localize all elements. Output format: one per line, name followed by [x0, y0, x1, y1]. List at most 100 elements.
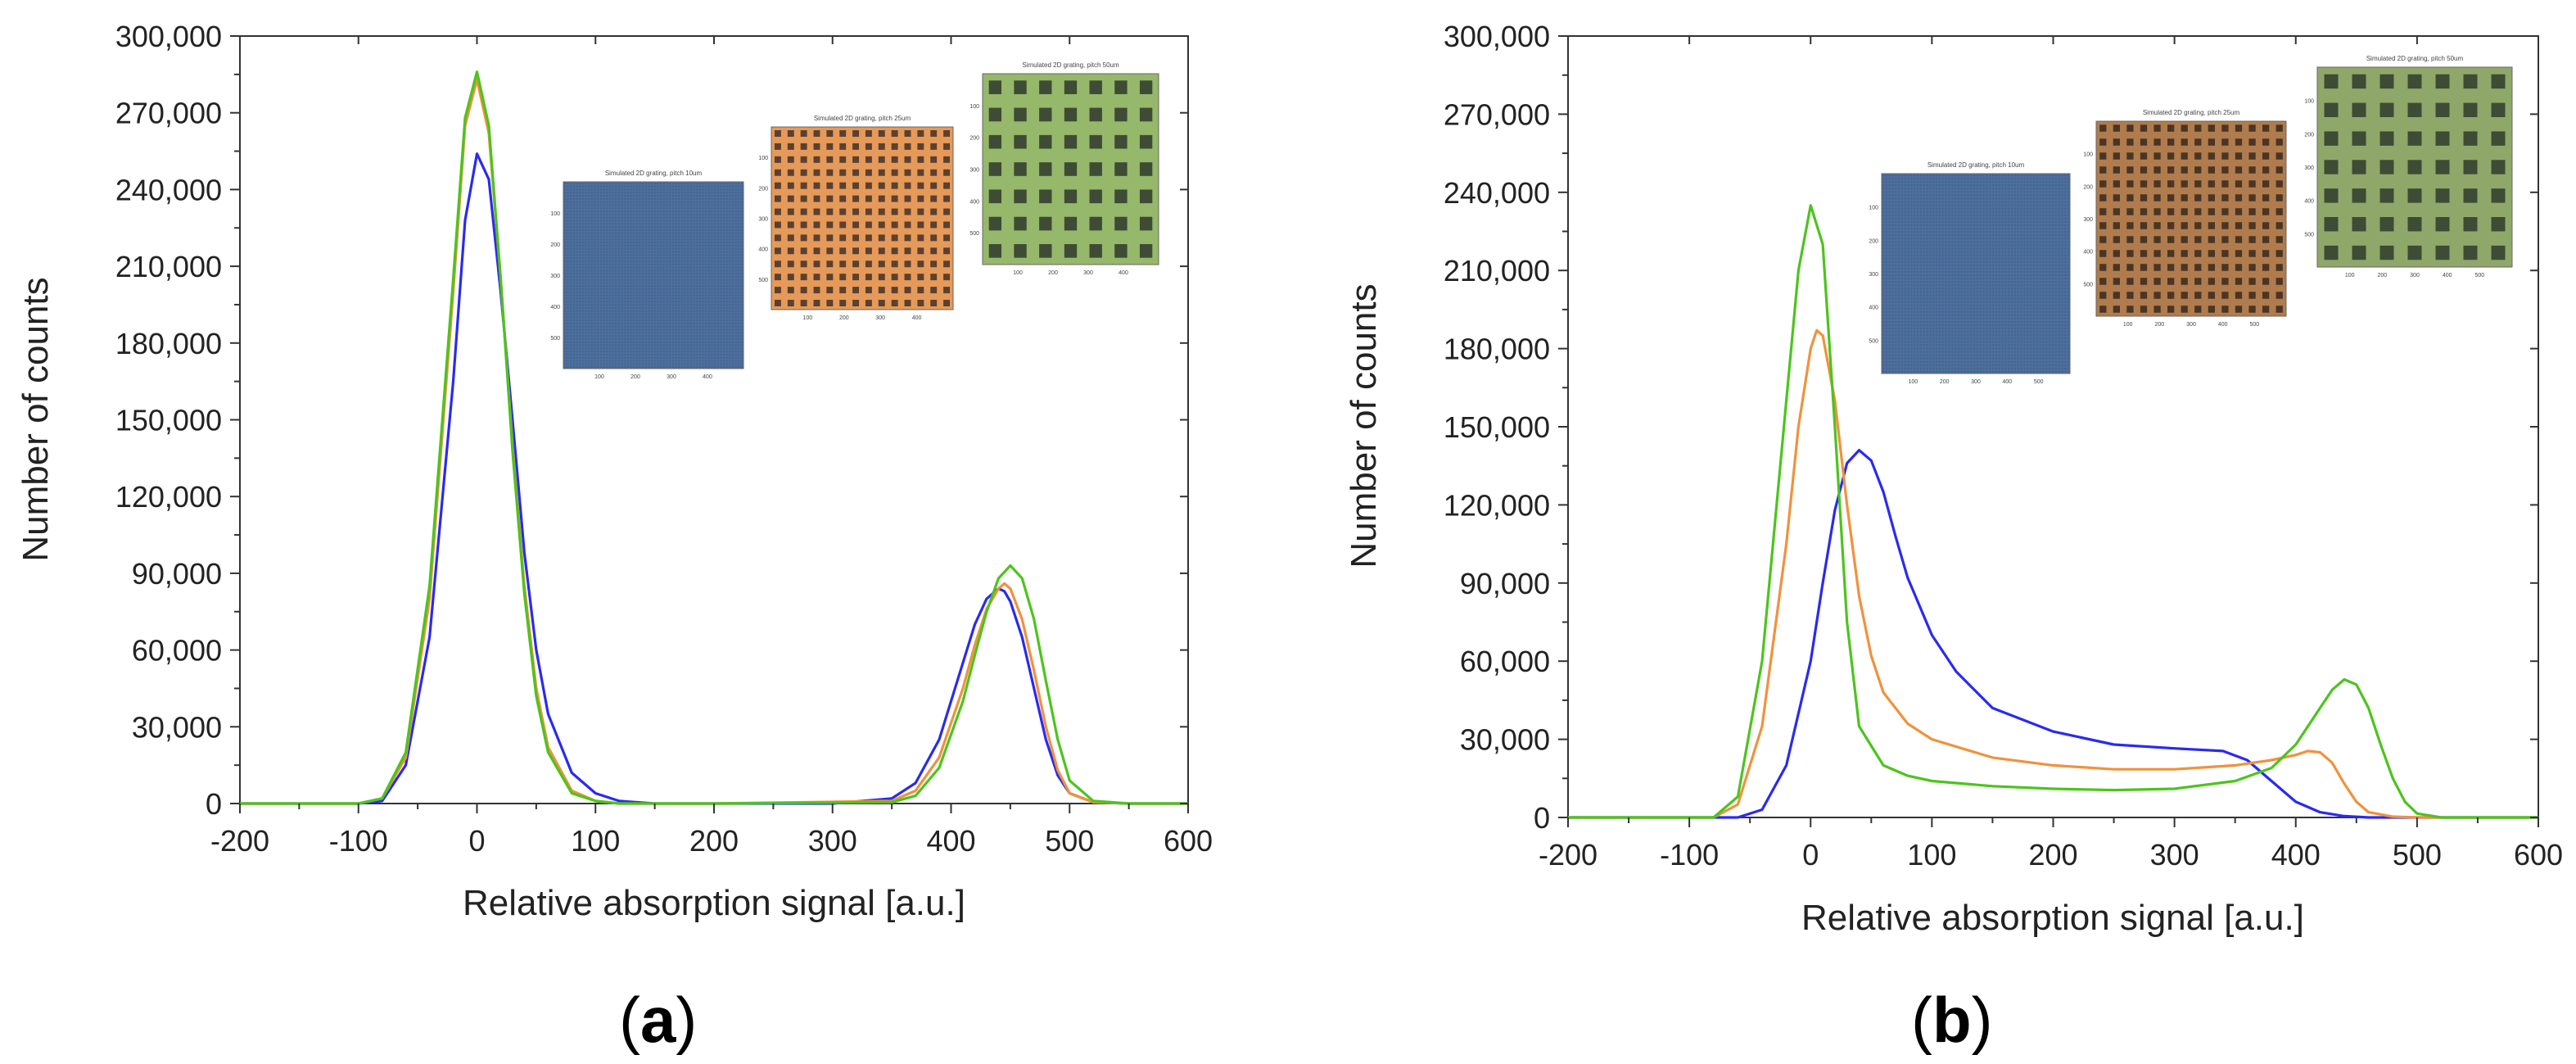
inset-tick-label: 200 — [1940, 379, 1950, 385]
y-axis: 0 30,000 60,000 90,000 120,000 150,000 180,000… — [115, 20, 1188, 821]
inset-title: Simulated 2D grating, pitch 25um — [2143, 109, 2240, 116]
y-tick-label: 60,000 — [1460, 645, 1550, 678]
inset-tick-label: 300 — [1083, 270, 1093, 276]
inset-title: Simulated 2D grating, pitch 10um — [605, 170, 703, 177]
x-tick-label: -100 — [1660, 838, 1719, 872]
inset-grating-2: Simulated 2D grating, pitch 25um 100 200 30… — [2083, 109, 2287, 328]
inset-pattern — [774, 129, 951, 307]
inset-tick-label: 100 — [803, 315, 813, 321]
inset-tick-label: 400 — [1119, 270, 1128, 276]
inset-tick-label: 200 — [969, 136, 979, 142]
inset-tick-label: 300 — [1869, 272, 1878, 278]
inset-pattern — [1882, 174, 2070, 373]
inset-pattern — [988, 80, 1153, 258]
y-tick-label: 0 — [1534, 801, 1550, 835]
inset-tick-label: 100 — [2304, 99, 2314, 105]
inset-tick-label: 500 — [550, 336, 560, 342]
x-tick-label: -200 — [210, 824, 269, 858]
inset-tick-label: 100 — [2345, 273, 2355, 278]
inset-tick-label: 500 — [2083, 282, 2093, 288]
inset-tick-label: 300 — [875, 315, 885, 321]
inset-grating-3: Simulated 2D grating, pitch 50um 100 200 30… — [969, 61, 1159, 276]
inset-tick-label: 500 — [2034, 379, 2044, 385]
x-tick-label: 200 — [2028, 838, 2077, 872]
x-tick-label: 100 — [1907, 838, 1956, 872]
inset-tick-label: 400 — [2304, 199, 2314, 205]
inset-tick-label: 100 — [758, 156, 768, 161]
y-tick-label: 30,000 — [1460, 723, 1550, 757]
series-line-pitch-50um — [240, 70, 1188, 805]
inset-tick-label: 200 — [1869, 238, 1878, 244]
inset-tick-label: 400 — [2218, 322, 2228, 328]
y-tick-label: 210,000 — [1444, 254, 1550, 288]
y-tick-label: 150,000 — [1444, 410, 1550, 444]
chart-panel-b: Simulated 2D grating, pitch 10um 100 200 30… — [1344, 20, 2563, 1056]
inset-image — [1881, 173, 2071, 374]
inset-tick-label: 500 — [2249, 322, 2259, 328]
inset-pattern — [563, 182, 743, 369]
series-line-pitch-50um — [1568, 204, 2538, 819]
y-tick-label: 150,000 — [115, 404, 222, 437]
y-tick-label: 120,000 — [1444, 488, 1550, 522]
series-line-pitch-10um — [1568, 449, 2538, 819]
x-tick-label: 0 — [468, 824, 485, 858]
inset-tick-label: 400 — [550, 305, 560, 310]
inset-title: Simulated 2D grating, pitch 50um — [1022, 61, 1119, 69]
inset-images: Simulated 2D grating, pitch 10um 100 200 30… — [550, 61, 1159, 380]
x-tick-label: 400 — [926, 824, 975, 858]
inset-tick-label: 400 — [703, 374, 712, 380]
inset-title: Simulated 2D grating, pitch 50um — [2366, 55, 2464, 62]
y-tick-label: 240,000 — [1444, 176, 1550, 210]
x-tick-label: 0 — [1802, 838, 1819, 872]
inset-tick-label: 200 — [630, 374, 640, 380]
inset-tick-label: 200 — [2304, 132, 2314, 138]
y-tick-label: 270,000 — [1444, 97, 1550, 131]
inset-tick-label: 200 — [1048, 270, 1058, 276]
y-tick-label: 180,000 — [115, 327, 222, 360]
inset-tick-label: 300 — [2083, 217, 2093, 223]
inset-tick-label: 300 — [969, 168, 979, 174]
x-tick-label: 600 — [1164, 824, 1213, 858]
x-tick-label: 500 — [1045, 824, 1094, 858]
inset-image — [2095, 120, 2287, 317]
inset-tick-label: 400 — [969, 199, 979, 205]
inset-tick-label: 200 — [2154, 322, 2164, 328]
y-axis-label: Number of counts — [1344, 283, 1384, 568]
y-tick-label: 120,000 — [115, 480, 222, 514]
inset-image — [563, 181, 744, 369]
inset-tick-label: 400 — [2002, 379, 2012, 385]
inset-grating-1: Simulated 2D grating, pitch 10um 100 200 30… — [550, 170, 744, 380]
x-tick-label: 100 — [571, 824, 620, 858]
y-tick-label: 0 — [206, 787, 222, 821]
x-axis-label: Relative absorption signal [a.u.] — [1801, 898, 2304, 938]
inset-image — [771, 126, 954, 310]
y-tick-label: 90,000 — [1460, 567, 1550, 600]
x-tick-label: 600 — [2514, 838, 2563, 872]
y-tick-label: 240,000 — [115, 173, 222, 206]
inset-tick-label: 100 — [1908, 379, 1918, 385]
y-tick-label: 60,000 — [132, 634, 222, 668]
series-group — [1568, 204, 2538, 819]
y-tick-label: 210,000 — [115, 250, 222, 283]
y-tick-label: 90,000 — [132, 557, 222, 591]
inset-tick-label: 200 — [2083, 184, 2093, 190]
x-tick-label: 500 — [2393, 838, 2442, 872]
inset-tick-label: 500 — [1869, 338, 1878, 344]
inset-title: Simulated 2D grating, pitch 25um — [814, 115, 911, 122]
inset-tick-label: 500 — [2304, 232, 2314, 238]
inset-tick-label: 300 — [2304, 165, 2314, 171]
inset-tick-label: 400 — [1869, 306, 1878, 311]
x-tick-label: 300 — [808, 824, 857, 858]
panel-label-b: (b) — [1911, 984, 1993, 1056]
inset-tick-label: 100 — [550, 211, 560, 217]
inset-title: Simulated 2D grating, pitch 10um — [1927, 161, 2025, 169]
x-tick-label: 400 — [2271, 838, 2321, 872]
series-line-pitch-25um — [1568, 328, 2538, 819]
y-tick-label: 270,000 — [115, 97, 222, 130]
inset-grating-2: Simulated 2D grating, pitch 25um 100 200 30… — [758, 115, 954, 321]
inset-tick-label: 300 — [2410, 273, 2420, 278]
inset-tick-label: 100 — [1013, 270, 1023, 276]
panel-letter-a: a — [640, 984, 676, 1056]
inset-tick-label: 400 — [2083, 250, 2093, 256]
